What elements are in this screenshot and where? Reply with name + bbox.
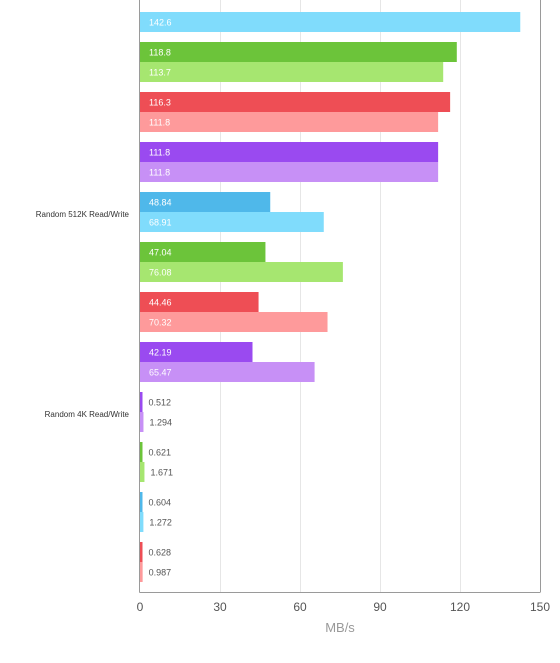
x-tick-label: 90 xyxy=(373,600,387,614)
bar-purple-read xyxy=(140,342,253,362)
bar-green-write xyxy=(140,262,343,282)
bar-blue-read xyxy=(140,192,271,212)
bar-value-label: 76.08 xyxy=(149,268,172,278)
bar-value-label: 0.604 xyxy=(149,498,172,508)
bar-value-label: 47.04 xyxy=(149,248,172,258)
bar-purple-write xyxy=(140,162,439,182)
bar-blue-read xyxy=(140,492,143,512)
bar-value-label: 70.32 xyxy=(149,318,172,328)
x-axis: 0 30 60 90 120 150 xyxy=(137,0,550,614)
bar-purple-read xyxy=(140,392,143,412)
bar-value-label: 42.19 xyxy=(149,348,172,358)
bar-value-label: 142.6 xyxy=(149,18,172,28)
bar-value-label: 65.47 xyxy=(149,368,172,378)
bar-value-label: 118.8 xyxy=(149,48,171,58)
value-labels: 142.6 118.8 113.7 116.3 111.8 111.8 111.8 48.84… xyxy=(149,18,173,578)
bars xyxy=(140,12,521,582)
bar-value-label: 111.8 xyxy=(149,168,170,178)
bar-value-label: 0.621 xyxy=(149,448,172,458)
grid-lines xyxy=(220,0,541,592)
category-label: Random 512K Read/Write xyxy=(36,210,130,219)
bar-value-label: 0.512 xyxy=(149,398,172,408)
bar-red-read xyxy=(140,92,451,112)
category-labels: Random 512K Read/Write Random 4K Read/Wri… xyxy=(36,210,130,419)
bar-value-label: 111.8 xyxy=(149,148,170,158)
x-tick-label: 120 xyxy=(450,600,470,614)
bar-value-label: 111.8 xyxy=(149,118,170,128)
bar-purple-write xyxy=(140,412,144,432)
bar-value-label: 44.46 xyxy=(149,298,172,308)
bar-value-label: 116.3 xyxy=(149,98,171,108)
bar-value-label: 48.84 xyxy=(149,198,172,208)
bar-red-write xyxy=(140,562,143,582)
bar-value-label: 0.628 xyxy=(149,548,172,558)
bar-value-label: 1.272 xyxy=(149,518,172,528)
bar-green-read xyxy=(140,442,143,462)
bar-blue-write xyxy=(140,512,144,532)
bar-value-label: 1.671 xyxy=(150,468,173,478)
bar-red-write xyxy=(140,312,328,332)
x-axis-title: MB/s xyxy=(325,620,355,635)
bar-green-write xyxy=(140,62,444,82)
bar-green-write xyxy=(140,462,145,482)
bar-purple-read xyxy=(140,142,439,162)
bar-value-label: 1.294 xyxy=(149,418,172,428)
x-tick-label: 0 xyxy=(137,600,144,614)
x-tick-label: 60 xyxy=(293,600,307,614)
x-tick-label: 150 xyxy=(530,600,550,614)
bar-value-label: 113.7 xyxy=(149,68,171,78)
bar-red-write xyxy=(140,112,439,132)
bar-blue-write xyxy=(140,12,521,32)
bar-red-read xyxy=(140,292,259,312)
bar-value-label: 0.987 xyxy=(149,568,172,578)
category-label: Random 4K Read/Write xyxy=(45,410,130,419)
bar-value-label: 68.91 xyxy=(149,218,172,228)
bar-purple-write xyxy=(140,362,315,382)
x-tick-label: 30 xyxy=(213,600,227,614)
bar-green-read xyxy=(140,42,457,62)
bar-red-read xyxy=(140,542,143,562)
bar-blue-write xyxy=(140,212,324,232)
bar-green-read xyxy=(140,242,266,262)
